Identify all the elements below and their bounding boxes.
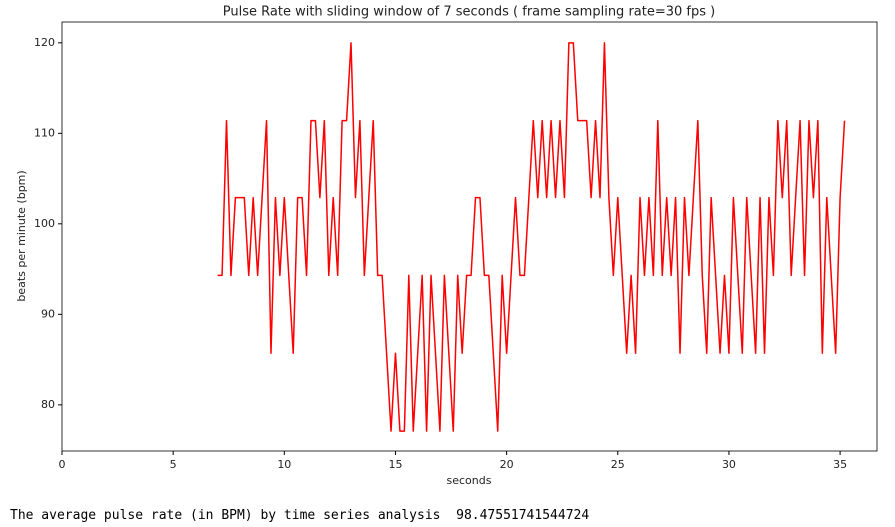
data-line [217, 42, 846, 432]
x-tick-label: 30 [722, 458, 736, 471]
x-axis-label: seconds [447, 474, 492, 487]
x-tick-label: 15 [388, 458, 402, 471]
x-tick-label: 0 [59, 458, 66, 471]
plot-frame [61, 21, 878, 452]
y-axis-label: beats per minute (bpm) [15, 170, 28, 301]
chart: Pulse Rate with sliding window of 7 seco… [15, 5, 878, 487]
x-tick-label: 35 [833, 458, 847, 471]
chart-title: Pulse Rate with sliding window of 7 seco… [223, 5, 715, 20]
y-tick-label: 80 [41, 398, 55, 411]
x-tick-label: 5 [170, 458, 177, 471]
y-tick-label: 100 [34, 217, 55, 230]
x-tick-label: 20 [500, 458, 514, 471]
y-tick-label: 110 [34, 126, 55, 139]
y-tick-label: 120 [34, 36, 55, 49]
x-tick-label: 25 [611, 458, 625, 471]
x-tick-label: 10 [277, 458, 291, 471]
footer-text: The average pulse rate (in BPM) by time … [10, 508, 590, 523]
y-tick-label: 90 [41, 307, 55, 320]
